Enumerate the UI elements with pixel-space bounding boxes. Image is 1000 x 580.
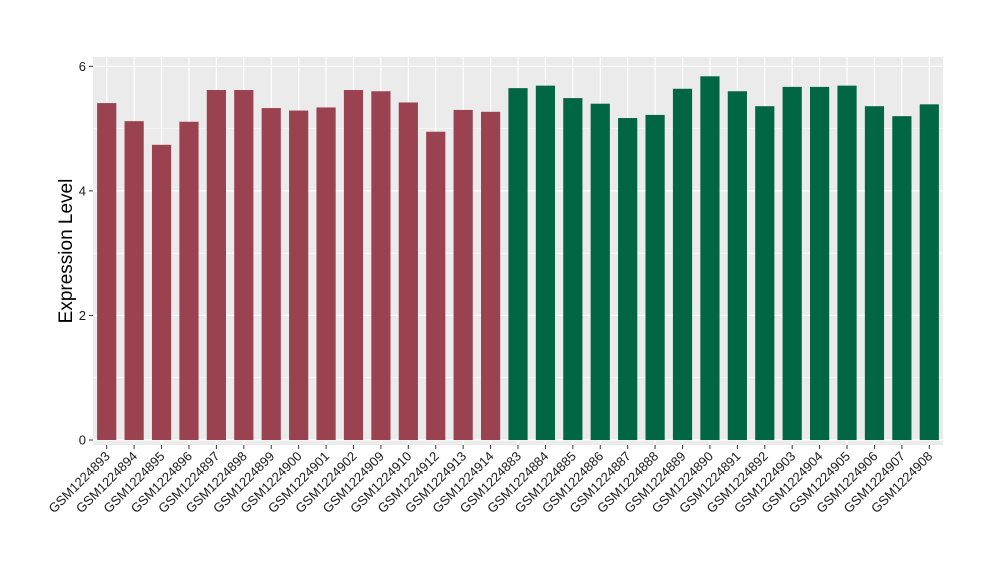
bar-GSM1224901 [316, 107, 336, 441]
bar-GSM1224908 [919, 104, 939, 441]
bar-GSM1224896 [179, 121, 199, 441]
bar-GSM1224885 [563, 98, 583, 441]
bar-GSM1224904 [810, 86, 830, 441]
bar-GSM1224903 [782, 86, 802, 441]
bar-GSM1224900 [289, 110, 309, 441]
y-tick-label: 6 [79, 59, 86, 74]
bar-GSM1224913 [453, 109, 473, 441]
bar-GSM1224914 [480, 111, 501, 441]
bar-GSM1224889 [672, 88, 693, 441]
bar-GSM1224892 [755, 106, 775, 441]
bar-GSM1224886 [590, 103, 610, 441]
y-tick-label: 0 [79, 433, 86, 448]
y-axis: 0 2 4 6 [79, 59, 93, 448]
bar-GSM1224887 [618, 118, 638, 441]
bar-GSM1224912 [426, 131, 446, 441]
bar-GSM1224906 [864, 106, 885, 441]
bar-GSM1224893 [97, 103, 117, 441]
bar-GSM1224894 [124, 121, 144, 441]
bar-GSM1224899 [261, 108, 281, 441]
bar-GSM1224909 [371, 91, 391, 441]
bar-GSM1224897 [206, 90, 226, 441]
bar-GSM1224891 [727, 91, 747, 441]
bar-GSM1224883 [508, 88, 528, 441]
bar-GSM1224907 [892, 116, 912, 441]
bar-GSM1224898 [234, 90, 254, 441]
bar-GSM1224890 [700, 76, 720, 441]
bar-GSM1224905 [837, 85, 857, 441]
bar-GSM1224884 [535, 85, 556, 441]
bar-GSM1224895 [151, 144, 172, 441]
bar-GSM1224888 [645, 114, 665, 441]
y-axis-title: Expression Level [56, 179, 77, 324]
x-axis: GSM1224893GSM1224894GSM1224895GSM1224896… [45, 445, 935, 516]
bar-GSM1224902 [343, 90, 364, 441]
bars [97, 76, 939, 441]
y-tick-label: 2 [79, 308, 86, 323]
bar-GSM1224910 [398, 102, 418, 441]
y-tick-label: 4 [79, 183, 86, 198]
